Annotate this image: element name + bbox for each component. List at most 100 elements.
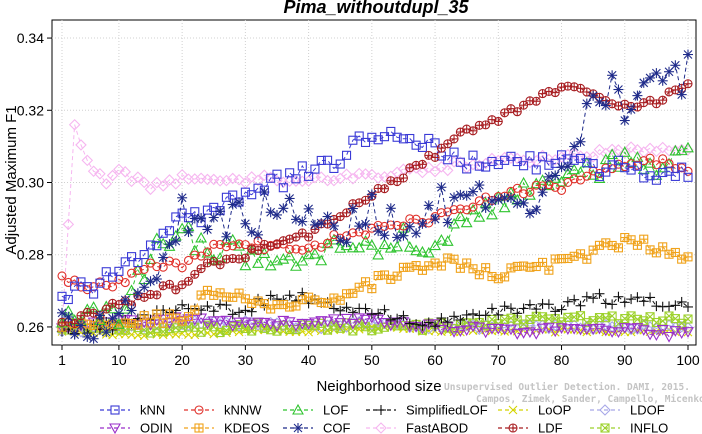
data-point	[410, 244, 423, 256]
data-point	[271, 174, 283, 187]
data-point	[481, 263, 491, 273]
data-point	[234, 197, 245, 208]
data-point	[297, 228, 307, 238]
data-point	[498, 201, 511, 213]
data-point	[449, 311, 460, 322]
data-point	[132, 171, 144, 183]
legend-label: LOF	[323, 403, 348, 418]
data-point	[271, 321, 283, 332]
legend-label: ODIN	[140, 421, 173, 434]
data-point	[202, 247, 212, 257]
data-point	[656, 141, 669, 154]
data-point	[460, 216, 473, 228]
legend-marker	[599, 404, 611, 416]
data-point	[449, 205, 459, 215]
data-point	[100, 178, 113, 190]
data-point	[316, 242, 326, 252]
data-point	[233, 317, 245, 329]
data-point	[202, 285, 212, 295]
data-point	[569, 174, 579, 184]
x-tick-label: 20	[174, 352, 190, 368]
data-point	[619, 297, 630, 308]
y-tick-label: 0.32	[17, 102, 44, 118]
data-point	[120, 257, 130, 267]
data-point	[544, 265, 554, 275]
data-point	[323, 238, 333, 248]
data-point	[302, 319, 315, 330]
data-point	[676, 89, 687, 100]
data-point	[398, 134, 409, 144]
data-point	[133, 320, 143, 330]
legend-item-odin: ODIN	[100, 421, 173, 434]
data-point	[651, 68, 662, 79]
data-point	[512, 107, 522, 117]
data-point	[247, 190, 257, 200]
data-point	[542, 322, 555, 334]
data-point	[487, 156, 497, 167]
data-point	[379, 184, 390, 194]
data-point	[561, 167, 574, 179]
data-point	[600, 100, 611, 111]
data-point	[683, 172, 693, 182]
data-point	[486, 323, 498, 335]
data-point	[391, 240, 404, 252]
data-point	[246, 306, 257, 317]
data-point	[461, 190, 472, 201]
series-knnw	[57, 153, 693, 295]
legend-item-inflo: INFLO	[590, 421, 668, 434]
data-point	[606, 327, 619, 338]
legend-marker	[292, 403, 304, 415]
legend-item-cof: COF	[283, 421, 351, 434]
data-point	[422, 246, 435, 258]
data-point	[416, 245, 429, 257]
data-point	[240, 294, 250, 304]
data-point	[221, 300, 232, 311]
data-point	[278, 236, 288, 246]
data-point	[403, 241, 416, 252]
data-point	[618, 147, 631, 159]
data-point	[158, 228, 168, 238]
data-point	[481, 162, 491, 172]
data-point	[582, 87, 592, 97]
data-point	[531, 96, 541, 106]
data-point	[253, 229, 264, 240]
data-point	[297, 216, 308, 227]
data-point	[468, 202, 478, 212]
data-point	[575, 136, 586, 147]
data-point	[214, 316, 227, 327]
data-point	[188, 244, 201, 256]
data-point	[588, 245, 598, 255]
data-point	[139, 264, 149, 274]
data-point	[479, 327, 492, 339]
data-point	[310, 164, 320, 174]
data-point	[500, 108, 510, 118]
data-point	[265, 290, 276, 301]
data-point	[398, 310, 409, 321]
data-point	[81, 154, 94, 167]
data-point	[512, 308, 523, 319]
data-point	[461, 309, 472, 320]
data-point	[170, 178, 182, 190]
data-point	[321, 316, 334, 328]
data-point	[340, 168, 353, 180]
data-point	[346, 318, 359, 330]
data-point	[253, 183, 263, 193]
data-point	[367, 132, 377, 142]
data-point	[645, 292, 656, 303]
data-point	[486, 208, 498, 220]
data-point	[398, 173, 409, 183]
data-point	[303, 203, 314, 214]
data-point	[658, 167, 668, 178]
data-point	[196, 213, 207, 224]
data-point	[335, 305, 346, 316]
data-point	[335, 235, 346, 246]
data-point	[613, 243, 623, 253]
legend-label: SimplifiedLOF	[406, 403, 488, 418]
data-point	[144, 183, 157, 196]
data-point	[550, 158, 560, 168]
y-tick-label: 0.30	[17, 175, 44, 191]
data-point	[531, 165, 541, 175]
data-point	[76, 277, 86, 287]
data-point	[152, 290, 162, 300]
data-point	[341, 150, 352, 160]
